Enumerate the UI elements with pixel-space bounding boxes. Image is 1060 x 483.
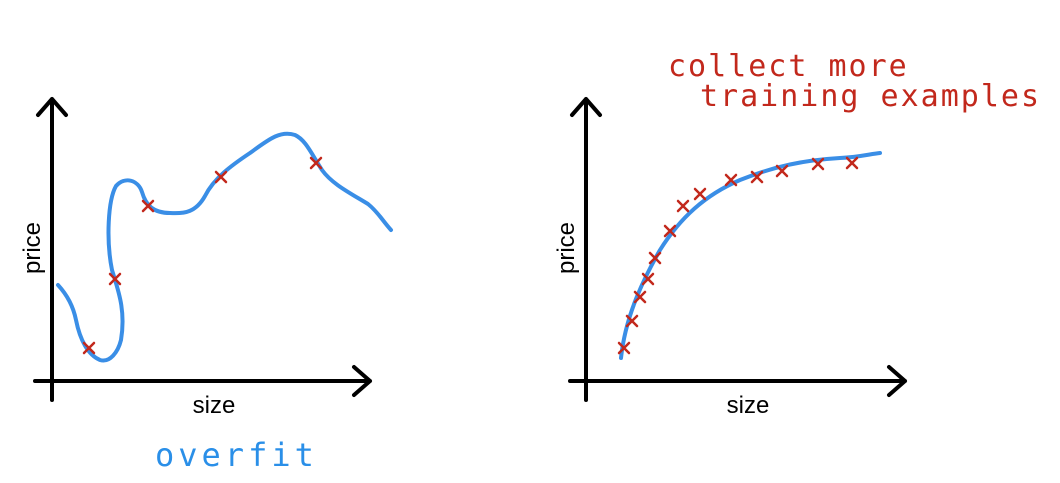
data-point (693, 187, 707, 201)
x-axis (33, 365, 372, 397)
x-axis-label: size (193, 392, 236, 419)
data-point (750, 170, 764, 184)
annotation-line: training examples (700, 79, 1041, 114)
annotation-line: collect more (668, 49, 909, 84)
data-point (845, 156, 859, 170)
x-axis-label: size (727, 392, 770, 419)
right-plot: price size collect more training example… (553, 49, 1041, 419)
data-point (108, 272, 122, 286)
data-point (724, 173, 738, 187)
data-point (141, 199, 155, 213)
data-point (625, 314, 639, 328)
good-fit-curve (619, 151, 882, 360)
data-point (811, 157, 825, 171)
data-point (663, 224, 677, 238)
y-axis-label: price (19, 222, 46, 274)
data-point (214, 170, 228, 184)
data-point (309, 156, 323, 170)
data-point (676, 199, 690, 213)
overfit-curve (56, 131, 393, 363)
y-axis (570, 97, 602, 402)
x-axis (568, 365, 907, 397)
data-points (617, 156, 859, 355)
data-points (82, 156, 323, 355)
data-point (82, 341, 96, 355)
y-axis (36, 97, 68, 402)
y-axis-label: price (553, 222, 580, 274)
data-point (633, 290, 647, 304)
data-point (641, 272, 655, 286)
data-point (775, 164, 789, 178)
data-point (648, 251, 662, 265)
data-point (617, 341, 631, 355)
left-plot: price size overfit (19, 97, 393, 474)
caption: overfit (155, 436, 318, 474)
